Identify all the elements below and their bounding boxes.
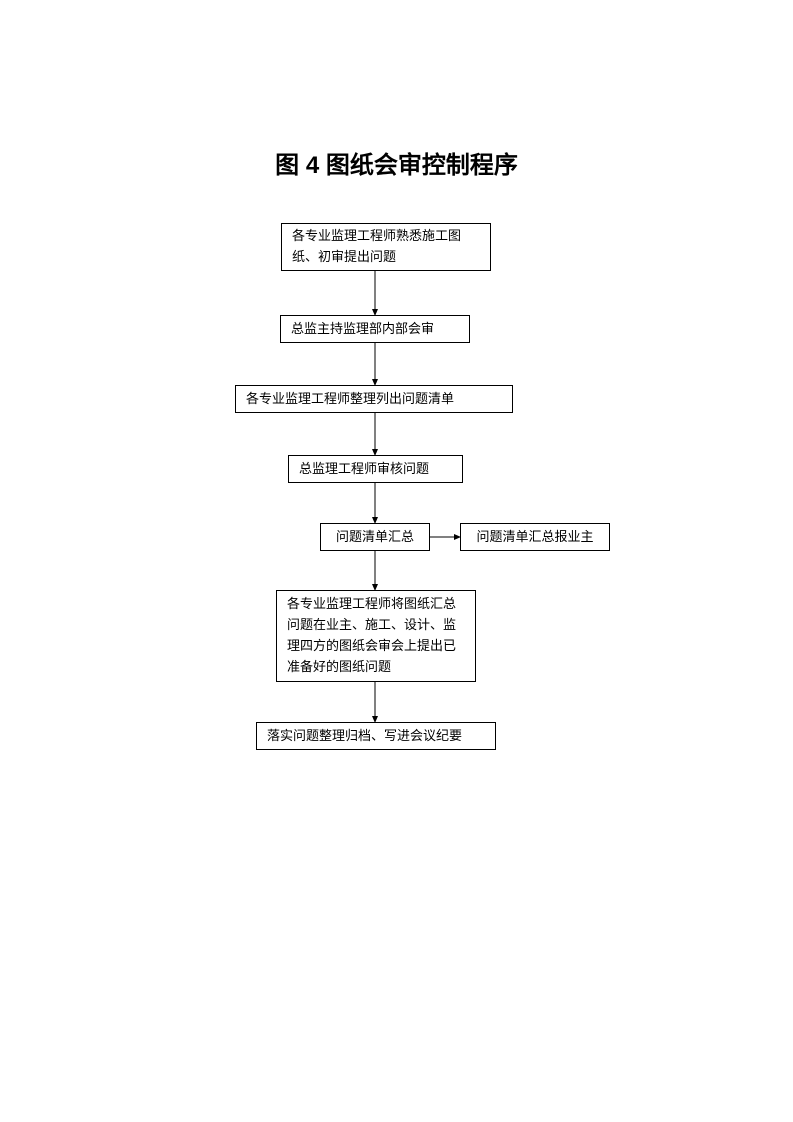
flowchart-node-n1: 各专业监理工程师熟悉施工图纸、初审提出问题 xyxy=(281,223,491,271)
flowchart-node-n5: 问题清单汇总 xyxy=(320,523,430,551)
flowchart-node-n3: 各专业监理工程师整理列出问题清单 xyxy=(235,385,513,413)
flowchart-node-n7: 各专业监理工程师将图纸汇总问题在业主、施工、设计、监理四方的图纸会审会上提出已准… xyxy=(276,590,476,682)
flowchart-node-n2: 总监主持监理部内部会审 xyxy=(280,315,470,343)
flowchart-container: 各专业监理工程师熟悉施工图纸、初审提出问题总监主持监理部内部会审各专业监理工程师… xyxy=(0,220,793,820)
flowchart-node-n8: 落实问题整理归档、写进会议纪要 xyxy=(256,722,496,750)
page-title: 图 4 图纸会审控制程序 xyxy=(0,145,793,180)
flowchart-node-n6: 问题清单汇总报业主 xyxy=(460,523,610,551)
flowchart-node-n4: 总监理工程师审核问题 xyxy=(288,455,463,483)
